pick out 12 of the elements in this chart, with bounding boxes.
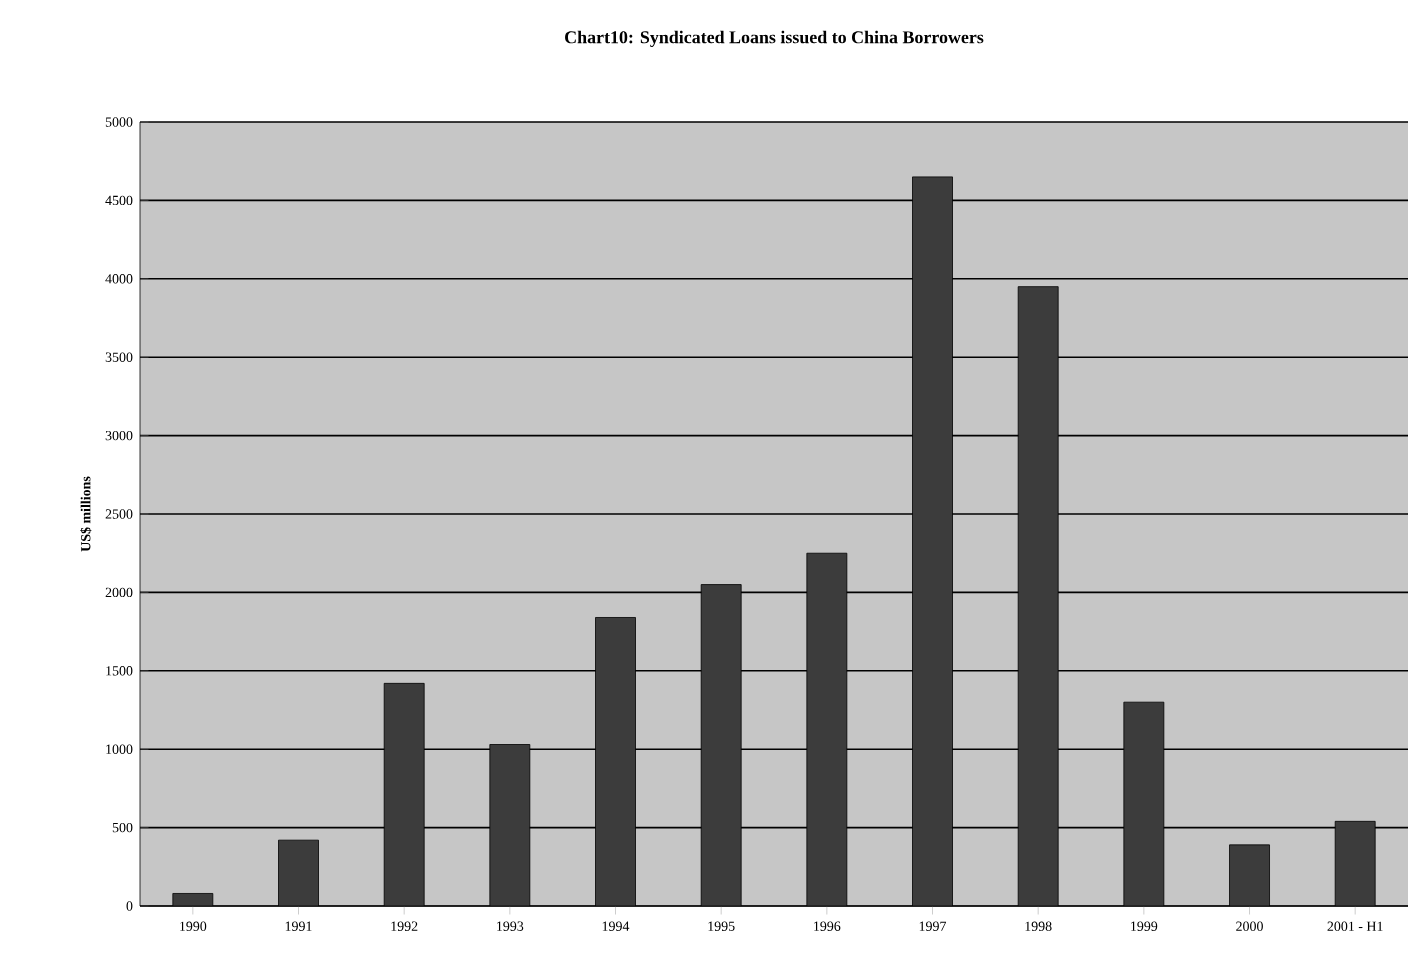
bar [701, 584, 742, 906]
bar [1229, 844, 1270, 906]
bar [1334, 820, 1376, 906]
bar [912, 176, 953, 906]
bar [806, 553, 847, 906]
bar [384, 683, 425, 906]
bar [1123, 702, 1164, 906]
bar [1018, 286, 1059, 906]
bar [595, 617, 636, 906]
bar [278, 840, 319, 906]
chart-title: Chart10: Syndicated Loans issued to China Borrowers [565, 30, 984, 48]
bar [489, 744, 530, 906]
